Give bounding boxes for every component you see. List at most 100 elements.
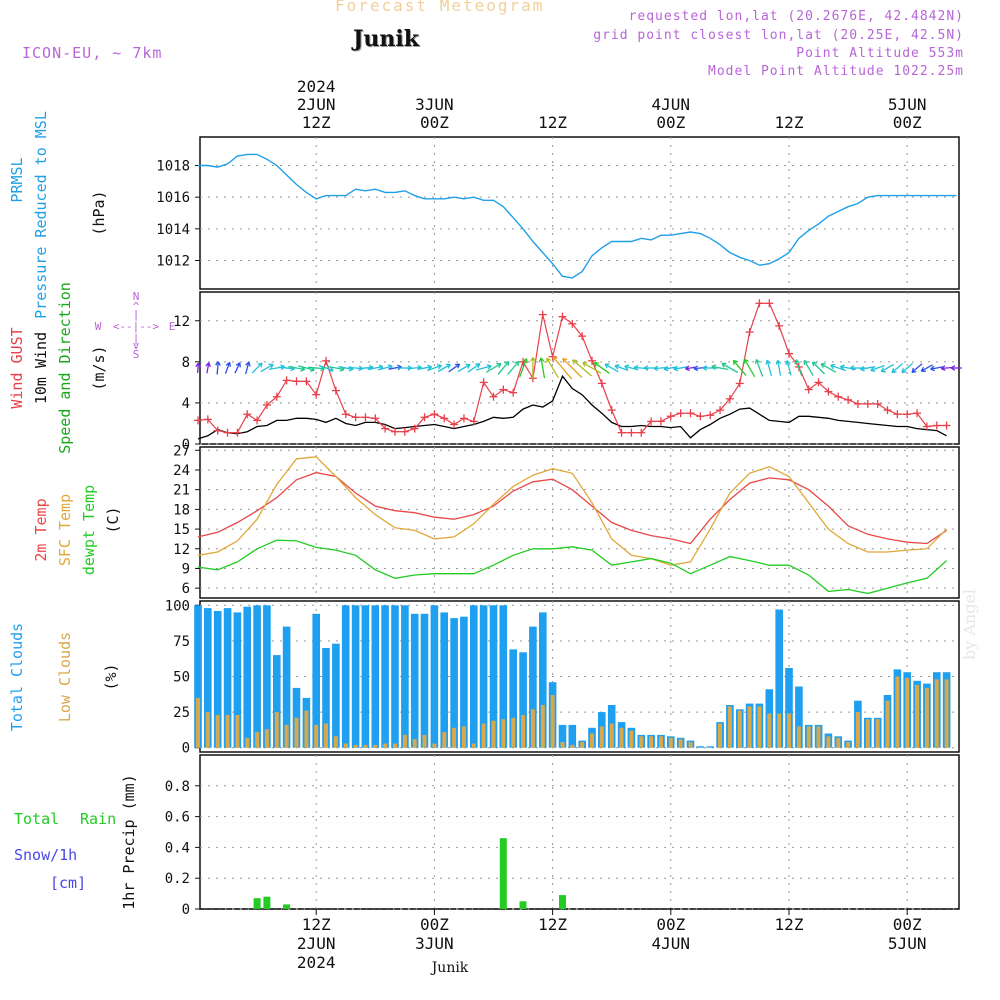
arrow-head: [624, 365, 629, 370]
top-time-label: 4JUN: [652, 95, 691, 114]
y-tick-label: 27: [173, 443, 190, 459]
arrow-shaft: [327, 365, 345, 371]
precip-unit: 1hr Precip (mm): [120, 774, 138, 909]
low-cloud-bar: [442, 732, 447, 748]
gust-point: [814, 378, 823, 387]
arrow-head: [860, 368, 865, 372]
gust-point: [588, 356, 596, 365]
point-altitude: Point Altitude 553m: [796, 46, 964, 61]
low-cloud-bar: [343, 743, 348, 748]
low-cloud-bar: [737, 710, 742, 748]
arrow-shaft: [467, 363, 481, 373]
gust-point: [824, 387, 833, 396]
top-year-label: 2024: [297, 77, 336, 96]
low-cloud-bar: [826, 736, 831, 748]
arrow-head: [744, 358, 749, 362]
arrow-shaft: [840, 365, 856, 371]
arrow-head: [870, 366, 875, 371]
gust-point: [213, 426, 222, 435]
compass-bar-up: |: [133, 308, 140, 321]
total-cloud-bar: [440, 612, 448, 748]
arrow-shaft: [367, 366, 384, 370]
bottom-time-label: 12Z: [775, 915, 804, 934]
compass-e: E: [169, 320, 176, 333]
wind-direction-arrow: [711, 364, 729, 371]
low-cloud-bar: [521, 715, 525, 748]
gust-point: [676, 409, 685, 418]
low-cloud-bar: [402, 734, 407, 748]
arrow-shaft: [377, 365, 393, 371]
arrow-head: [320, 368, 325, 372]
wind-direction-arrow: [604, 363, 619, 373]
gust-point: [331, 386, 340, 395]
gust-point: [361, 413, 370, 422]
arrow-head: [197, 362, 201, 368]
wind-direction-arrow: [849, 365, 866, 371]
y-tick-label: 21: [173, 483, 190, 499]
wind-direction-arrow: [765, 359, 773, 376]
precip-rain-label: Rain: [80, 810, 116, 828]
top-time-label: 12Z: [775, 113, 804, 132]
arrow-head: [754, 359, 757, 365]
arrow-head: [427, 366, 433, 371]
gust-point: [430, 410, 439, 419]
total-cloud-bar: [450, 618, 458, 748]
rain-bar: [253, 898, 261, 909]
wind-direction-arrow: [457, 363, 471, 373]
compass-bar-down: |: [133, 332, 140, 345]
arrow-head: [794, 359, 797, 365]
gust-point: [391, 427, 399, 436]
low-cloud-bar: [570, 744, 575, 748]
total-cloud-bar: [381, 605, 389, 748]
gust-point: [686, 409, 695, 418]
gust-point: [292, 377, 301, 386]
wind-direction-arrow: [920, 364, 933, 372]
y-tick-label: 1016: [156, 190, 190, 206]
bottom-time-label: 00Z: [893, 915, 922, 934]
tsfc-label: SFC Temp: [56, 494, 74, 566]
low-cloud-bar: [609, 723, 614, 748]
low-cloud-bar: [905, 677, 910, 748]
low-cloud-bar: [668, 737, 673, 748]
rain-bar: [283, 904, 291, 909]
total-cloud-bar: [519, 652, 527, 748]
footer-location: Junik: [430, 960, 469, 976]
low-cloud-bar: [619, 727, 624, 748]
top-time-label: 12Z: [302, 113, 331, 132]
bottom-time-label: 2024: [297, 953, 336, 972]
arrow-shaft: [685, 366, 696, 370]
low-cloud-bar: [491, 720, 496, 748]
gust-point: [302, 377, 311, 386]
low-cloud-bar: [649, 736, 654, 748]
low-cloud-bar: [846, 742, 851, 748]
gust-point: [469, 417, 478, 426]
pressure-label-long: Pressure Reduced to MSL: [32, 111, 50, 319]
arrow-shaft: [278, 366, 295, 370]
wind-direction-arrow: [507, 360, 520, 375]
wind-direction-arrow: [195, 362, 201, 373]
wind-direction-arrow: [702, 365, 718, 371]
arrow-head: [711, 364, 717, 368]
total-cloud-bar: [243, 606, 251, 748]
gust-point: [341, 410, 350, 419]
low-cloud-bar: [875, 719, 880, 748]
low-cloud-bar: [944, 679, 949, 748]
arrow-shaft: [812, 361, 826, 375]
arrow-head: [840, 364, 845, 368]
total-cloud-bar: [539, 612, 547, 748]
wind-direction-arrow: [880, 363, 895, 373]
arrow-shaft: [820, 363, 837, 373]
rain-bar: [263, 896, 271, 909]
total-cloud-bar: [194, 605, 202, 748]
gust-point: [735, 379, 744, 388]
arrow-shaft: [307, 366, 325, 370]
gridpoint-coords: grid point closest lon,lat (20.25E, 42.5…: [593, 28, 964, 43]
wind-direction-arrow: [245, 361, 251, 375]
gust-point: [785, 349, 793, 358]
gust-point: [351, 413, 360, 422]
bottom-time-label: 12Z: [538, 915, 567, 934]
top-time-label: 00Z: [420, 113, 449, 132]
arrow-shaft: [870, 364, 885, 372]
wind-direction-arrow: [251, 362, 263, 374]
low-cloud-bar: [580, 742, 585, 748]
